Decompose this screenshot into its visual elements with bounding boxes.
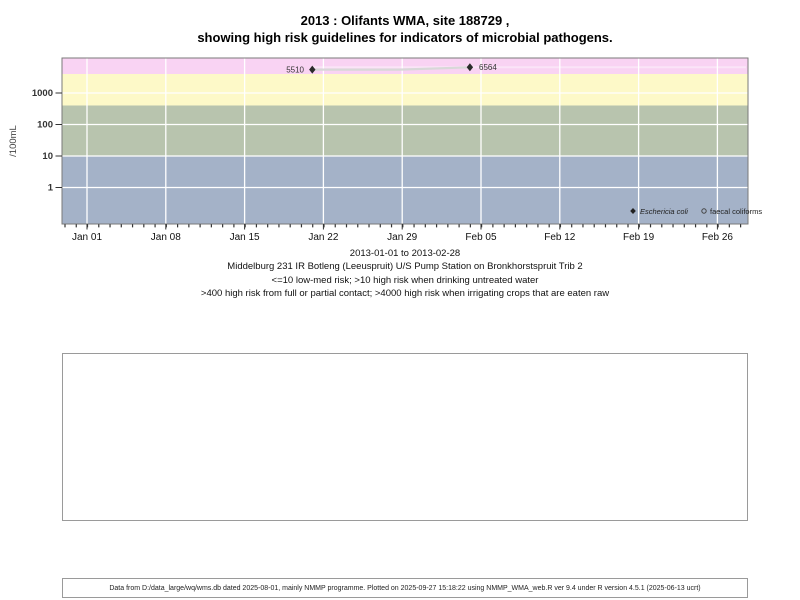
- y-axis-tick-label-10: 10: [42, 151, 53, 162]
- y-axis-tick-label-100: 100: [37, 120, 53, 131]
- x-axis-tick-label-feb19: Feb 19: [623, 232, 655, 243]
- legend-label-ecoli: Eschericia coli: [640, 207, 688, 216]
- chart-title-line-2: showing high risk guidelines for indicat…: [197, 30, 613, 45]
- data-point-label-1: 5510: [286, 66, 304, 75]
- filled-diamond-icon: [630, 208, 636, 214]
- caption-date-range: 2013-01-01 to 2013-02-28: [349, 248, 461, 259]
- open-circle-icon: [701, 208, 707, 214]
- x-axis-tick-label-jan01: Jan 01: [72, 232, 102, 243]
- caption-risk-drinking: <=10 low-med risk; >10 high risk when dr…: [271, 274, 539, 286]
- x-axis-tick-label-jan08: Jan 08: [151, 232, 181, 243]
- footer-panel: Data from D:/data_large/wq/wms.db dated …: [62, 578, 748, 598]
- x-axis-tick-label-jan22: Jan 22: [308, 232, 338, 243]
- chart-title-line-1: 2013 : Olifants WMA, site 188729 ,: [300, 13, 510, 28]
- data-point-ecoli-1: [309, 65, 316, 74]
- x-axis-tick-label-feb26: Feb 26: [702, 232, 734, 243]
- legend-label-faecal-coliforms: faecal coliforms: [710, 207, 762, 216]
- gridlines: [62, 58, 748, 224]
- plot-border: [61, 57, 749, 225]
- y-axis-title: /100mL: [8, 125, 19, 157]
- empty-notes-panel: [62, 353, 748, 521]
- x-axis-tick-label-feb12: Feb 12: [544, 232, 576, 243]
- chart-title: 2013 : Olifants WMA, site 188729 , showi…: [62, 12, 748, 46]
- plot-svg: 5510 6564 Jan 01 Jan 08 Jan 15 Jan 22: [8, 57, 762, 243]
- x-axis-tick-label-jan15: Jan 15: [230, 232, 260, 243]
- caption-station: Middelburg 231 IR Botleng (Leeuspruit) U…: [227, 261, 583, 273]
- legend: Eschericia coli faecal coliforms: [630, 207, 762, 216]
- caption-risk-contact: >400 high risk from full or partial cont…: [200, 288, 610, 300]
- band-contact-risk: [62, 74, 748, 106]
- footer-provenance-text: Data from D:/data_large/wq/wms.db dated …: [109, 584, 701, 592]
- series-connect-line: [312, 66, 471, 71]
- x-axis-tick-label-jan29: Jan 29: [387, 232, 417, 243]
- x-axis-tick-label-feb05: Feb 05: [465, 232, 497, 243]
- y-axis-tick-label-1: 1: [48, 183, 54, 194]
- y-axis-tick-label-1000: 1000: [32, 88, 53, 99]
- caption: 2013-01-01 to 2013-02-28 Middelburg 231 …: [62, 247, 748, 301]
- band-drinking-risk: [62, 105, 748, 156]
- band-irrigation-risk: [62, 58, 748, 74]
- data-point-ecoli-2: [466, 63, 474, 72]
- y-axis-ticks: [55, 92, 62, 188]
- data-point-label-2: 6564: [479, 63, 497, 72]
